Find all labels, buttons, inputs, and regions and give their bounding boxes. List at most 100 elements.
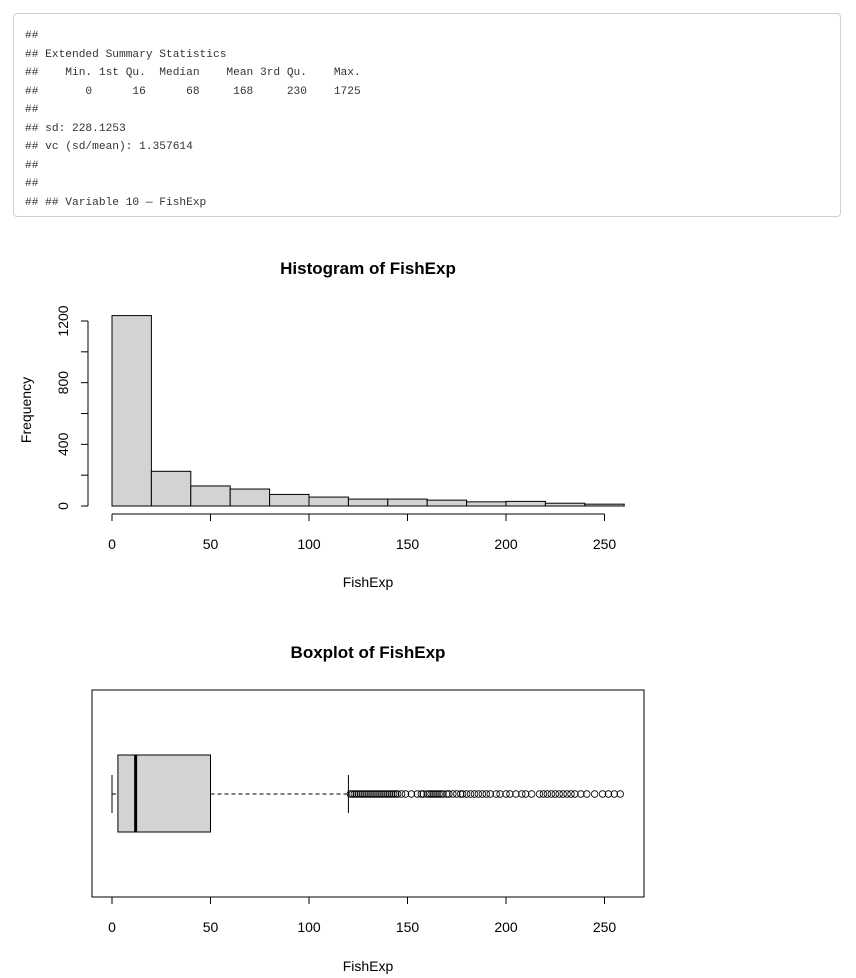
boxplot-outlier xyxy=(590,790,599,798)
boxplot-outlier xyxy=(616,790,624,798)
boxplot-outlier xyxy=(456,790,465,798)
boxplot-chart: Boxplot of FishExp 0 50 100 150 200 250 FishE… xyxy=(91,643,645,974)
histogram-x-tick-label: 50 xyxy=(203,536,219,552)
boxplot-outlier xyxy=(437,790,445,798)
console-line: ## xyxy=(25,30,39,42)
histogram-bar xyxy=(347,498,389,507)
boxplot-outlier xyxy=(506,790,514,798)
boxplot-outlier xyxy=(350,790,359,798)
boxplot-outlier xyxy=(527,790,536,798)
boxplot-outlier xyxy=(443,790,451,798)
boxplot-outlier xyxy=(386,790,394,798)
boxplot-outlier xyxy=(449,790,457,798)
boxplot-outlier xyxy=(431,790,439,798)
boxplot-outlier xyxy=(462,790,471,798)
boxplot-outlier xyxy=(453,790,461,798)
boxplot-outlier xyxy=(401,790,410,798)
boxplot-outlier xyxy=(360,790,368,798)
boxplot-outlier xyxy=(370,790,378,798)
boxplot-outlier xyxy=(559,790,567,798)
boxplot-x-label: FishExp xyxy=(343,958,394,974)
boxplot-box xyxy=(117,754,211,833)
histogram-bar xyxy=(308,496,349,507)
boxplot-outlier xyxy=(425,790,433,798)
boxplot-outlier xyxy=(433,790,441,798)
boxplot-outlier xyxy=(358,790,366,798)
boxplot-outlier xyxy=(539,790,548,798)
boxplot-outlier xyxy=(466,790,475,798)
histogram-bar xyxy=(544,502,586,507)
boxplot-outlier xyxy=(577,790,585,798)
boxplot-outlier xyxy=(435,790,443,798)
boxplot-outlier xyxy=(417,790,425,798)
histogram-bar xyxy=(111,315,152,507)
boxplot-x-tick-label: 50 xyxy=(203,919,219,935)
histogram-y-label: Frequency xyxy=(18,377,34,443)
histogram-bar xyxy=(466,501,507,507)
boxplot-outlier xyxy=(555,790,563,798)
boxplot-outlier xyxy=(393,790,402,798)
boxplot-outlier xyxy=(368,790,376,798)
boxplot-outlier xyxy=(439,790,447,798)
boxplot-outlier xyxy=(374,790,382,798)
boxplot-outlier xyxy=(354,790,362,798)
boxplot-outlier xyxy=(563,790,571,798)
console-line: ## 0 16 68 168 230 1725 xyxy=(25,85,368,98)
histogram-chart: Histogram of FishExp 0 50 100 150 200 250 0 40… xyxy=(18,259,625,590)
histogram-bar xyxy=(505,500,546,507)
histogram-y-tick-label: 0 xyxy=(55,502,71,510)
histogram-x-label: FishExp xyxy=(343,574,394,590)
console-line: ## xyxy=(25,159,39,172)
boxplot-outlier xyxy=(423,790,431,798)
histogram-y-tick-label: 400 xyxy=(55,432,71,456)
boxplot-outlier xyxy=(492,790,500,798)
boxplot-outlier xyxy=(458,790,467,798)
console-line: ## Min. 1st Qu. Median Mean 3rd Qu. Max. xyxy=(25,67,368,79)
boxplot-outlier xyxy=(362,790,370,798)
boxplot-outlier xyxy=(551,790,559,798)
boxplot-outlier xyxy=(598,790,607,798)
boxplot-title: Boxplot of FishExp xyxy=(291,643,446,662)
boxplot-outlier xyxy=(366,790,374,798)
boxplot-outlier xyxy=(610,790,619,798)
histogram-bar xyxy=(190,485,231,507)
boxplot-outlier xyxy=(547,790,556,798)
histogram-x-tick-label: 250 xyxy=(593,536,617,552)
boxplot-outlier xyxy=(391,790,400,798)
boxplot-outlier xyxy=(390,790,398,798)
boxplot-outlier xyxy=(445,790,453,798)
histogram-x-tick-label: 100 xyxy=(297,536,321,552)
boxplot-outlier xyxy=(512,790,520,798)
boxplot-outlier xyxy=(518,790,526,798)
console-line: ## Extended Summary Statistics xyxy=(25,48,227,61)
boxplot-outlier xyxy=(380,790,388,798)
console-line: ## xyxy=(25,178,39,190)
boxplot-outlier xyxy=(571,790,579,798)
boxplot-outlier xyxy=(522,790,530,798)
boxplot-outlier xyxy=(364,790,372,798)
boxplot-outlier xyxy=(372,790,380,798)
boxplot-outlier xyxy=(346,790,355,798)
boxplot-outlier xyxy=(427,790,435,798)
histogram-title: Histogram of FishExp xyxy=(280,259,456,278)
boxplot-outlier xyxy=(502,790,510,798)
boxplot-outlier xyxy=(397,790,406,798)
histogram-bar xyxy=(387,498,428,507)
boxplot-outlier xyxy=(378,790,386,798)
boxplot-outlier xyxy=(419,790,427,798)
boxplot-outlier xyxy=(388,790,396,798)
boxplot-outlier xyxy=(384,790,392,798)
histogram-bar xyxy=(426,499,468,507)
console-line: ## xyxy=(25,104,39,116)
boxplot-outlier xyxy=(356,790,364,798)
boxplot-outlier xyxy=(478,790,487,798)
console-line: ## vc (sd/mean): 1.357614 xyxy=(25,141,193,153)
boxplot-x-tick-label: 0 xyxy=(108,919,116,935)
boxplot-x-tick-label: 250 xyxy=(593,919,617,935)
histogram-bar xyxy=(269,493,310,507)
boxplot-outlier xyxy=(407,790,416,798)
boxplot-outlier xyxy=(348,790,357,798)
console-output: ## ## Extended Summary Statistics ## Min. … xyxy=(13,13,841,217)
histogram-x-tick-label: 150 xyxy=(396,536,420,552)
boxplot-outlier xyxy=(474,790,483,798)
